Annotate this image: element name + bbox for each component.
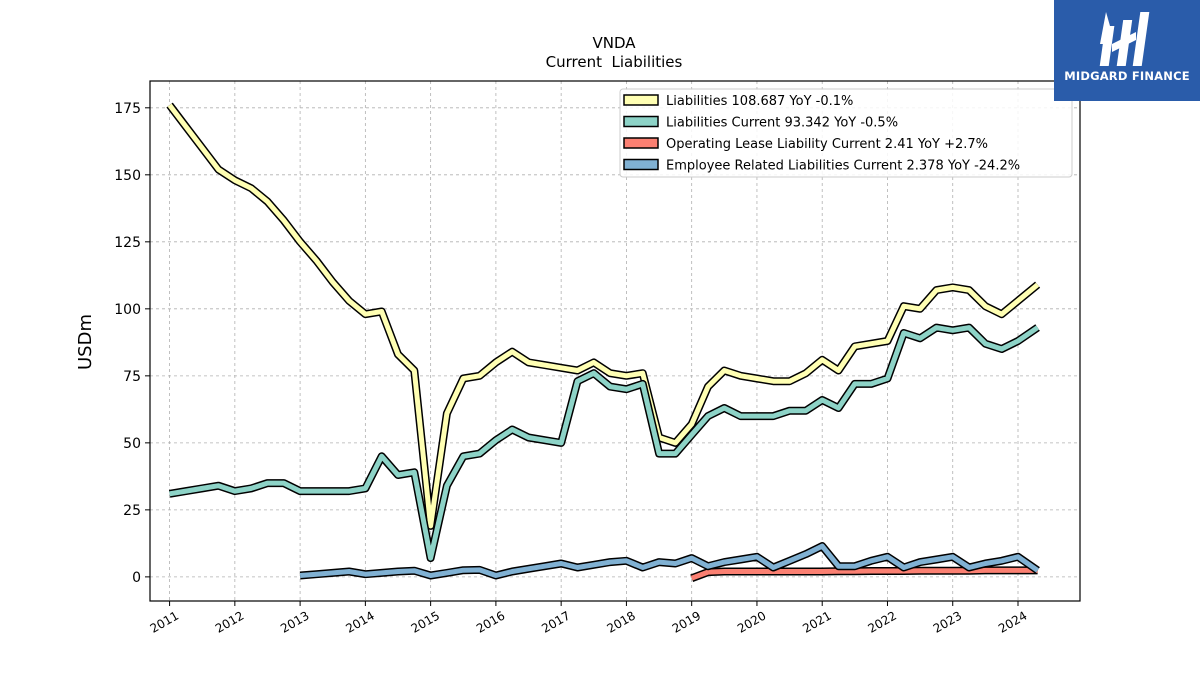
series-line-1 — [169, 325, 1040, 561]
brand-name: MIDGARD FINANCE — [1064, 69, 1190, 83]
legend-box — [619, 88, 1073, 178]
y-axis-label: USDm — [75, 314, 96, 370]
series-line-2 — [690, 567, 1038, 581]
y-tick-label: 100 — [114, 302, 141, 318]
x-tick-label: 2021 — [800, 608, 833, 635]
x-tick-label: 2019 — [670, 608, 703, 635]
legend-swatch-0 — [623, 94, 659, 106]
x-tick-label: 2024 — [996, 608, 1029, 635]
legend: Liabilities 108.687 YoY -0.1% Liabilities… — [619, 88, 1073, 178]
series-lines — [166, 102, 1041, 582]
legend-label-3: Employee Related Liabilities Current 2.3… — [666, 159, 1020, 174]
series-line-3 — [299, 543, 1040, 578]
x-tick-label: 2012 — [213, 608, 246, 635]
x-tick-label: 2013 — [278, 608, 311, 635]
legend-label-0: Liabilities 108.687 YoY -0.1% — [666, 94, 853, 109]
chart-subtitle: Current Liabilities — [546, 53, 683, 71]
legend-swatch-2 — [623, 137, 659, 149]
legend-label-2: Operating Lease Liability Current 2.41 Y… — [666, 137, 988, 152]
x-tick-label: 2014 — [343, 608, 376, 635]
plot-frame — [149, 80, 1081, 602]
x-axis-ticks: 2011 2012 2013 2014 2015 2016 2017 2018 2019 2020… — [148, 601, 1030, 636]
legend-label-1: Liabilities Current 93.342 YoY -0.5% — [666, 116, 898, 131]
y-tick-label: 150 — [114, 168, 141, 184]
chart-title: VNDA — [592, 34, 636, 52]
x-tick-label: 2016 — [474, 608, 507, 635]
x-tick-label: 2011 — [148, 608, 181, 635]
x-tick-label: 2022 — [866, 608, 899, 635]
midgard-m-logo-icon — [1099, 12, 1150, 66]
x-tick-label: 2020 — [735, 608, 768, 635]
x-tick-label: 2015 — [409, 608, 442, 635]
y-tick-label: 25 — [123, 503, 141, 519]
y-axis-ticks: 0 25 50 75 100 125 150 175 — [114, 101, 150, 586]
y-tick-label: 0 — [132, 570, 141, 586]
legend-swatch-1 — [623, 115, 659, 128]
x-tick-label: 2023 — [931, 608, 964, 635]
x-tick-label: 2018 — [604, 608, 637, 635]
brand-logo: MIDGARD FINANCE — [1054, 0, 1200, 101]
legend-swatch-3 — [623, 158, 659, 171]
y-tick-label: 125 — [114, 235, 141, 251]
y-tick-label: 175 — [114, 101, 141, 117]
x-tick-label: 2017 — [539, 608, 572, 635]
series-line-0 — [167, 103, 1040, 529]
y-tick-label: 75 — [123, 369, 141, 385]
y-tick-label: 50 — [123, 436, 141, 452]
